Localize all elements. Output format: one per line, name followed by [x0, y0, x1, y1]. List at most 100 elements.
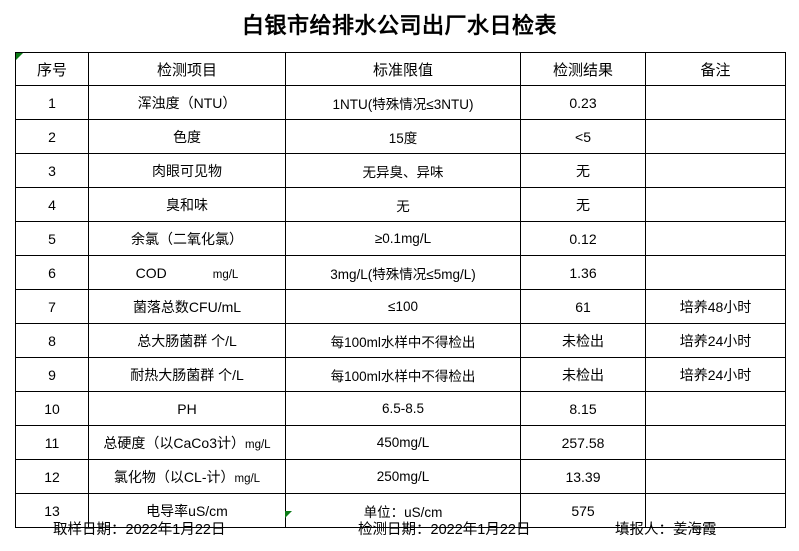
cell-item: 电导率uS/cm [88, 493, 286, 528]
cell-note [645, 187, 786, 222]
cell-limit: 每100ml水样中不得检出 [285, 323, 521, 358]
cell-limit: 250mg/L [285, 459, 521, 494]
cell-result: 257.58 [520, 425, 646, 460]
cell-note [645, 119, 786, 154]
cell-item: COD mg/L [88, 255, 286, 290]
cell-note [645, 153, 786, 188]
cell-item-name: 臭和味 [166, 196, 208, 213]
table-header-row: 序号 检测项目 标准限值 检测结果 备注 [15, 52, 786, 86]
column-header-index: 序号 [15, 52, 89, 86]
cell-result: 无 [520, 187, 646, 222]
cell-note: 培养48小时 [645, 289, 786, 324]
cell-item: 氯化物（以CL-计）mg/L [88, 459, 286, 494]
cell-result: 0.23 [520, 85, 646, 120]
cell-index: 10 [15, 391, 89, 426]
cell-limit: 15度 [285, 119, 521, 154]
cell-item: 色度 [88, 119, 286, 154]
cell-note: 培养24小时 [645, 323, 786, 358]
cell-item: 肉眼可见物 [88, 153, 286, 188]
cell-limit: 1NTU(特殊情况≤3NTU) [285, 85, 521, 120]
cell-limit: 无异臭、异味 [285, 153, 521, 188]
cell-item-name: PH [177, 400, 197, 417]
cell-item-unit: mg/L [212, 268, 239, 281]
cell-limit: 每100ml水样中不得检出 [285, 357, 521, 392]
cell-note [645, 255, 786, 290]
cell-result: 未检出 [520, 323, 646, 358]
cell-item: 耐热大肠菌群 个/L [88, 357, 286, 392]
cell-limit: 6.5-8.5 [285, 391, 521, 426]
cell-index: 8 [15, 323, 89, 358]
column-header-item: 检测项目 [88, 52, 286, 86]
cell-index: 6 [15, 255, 89, 290]
cell-item: 总硬度（以CaCo3计）mg/L [88, 425, 286, 460]
table-body: 1 浑浊度（NTU） 1NTU(特殊情况≤3NTU) 0.23 2 色度 15度 <5 3 肉眼可… [15, 85, 786, 528]
cell-note [645, 85, 786, 120]
cell-result: 1.36 [520, 255, 646, 290]
table-row: 6 COD mg/L 3mg/L(特殊情况≤5mg/L) 1.36 [15, 255, 786, 290]
cell-item-unit: mg/L [234, 472, 261, 485]
cell-item-name: 总硬度（以CaCo3计） [103, 434, 245, 451]
table-row: 13 电导率uS/cm 单位：uS/cm 575 [15, 493, 786, 528]
cell-limit: ≥0.1mg/L [285, 221, 521, 256]
table-row: 4 臭和味 无无 [15, 187, 786, 222]
cell-limit: ≤100 [285, 289, 521, 324]
cell-item: PH [88, 391, 286, 426]
cell-note [645, 425, 786, 460]
cell-item-name: 总大肠菌群 个/L [137, 332, 237, 349]
test-date-label: 检测日期：2022年1月22日 [358, 522, 531, 538]
table-row: 2 色度 15度 <5 [15, 119, 786, 154]
table-header: 序号 检测项目 标准限值 检测结果 备注 [15, 52, 786, 86]
cell-item: 浑浊度（NTU） [88, 85, 286, 120]
cell-index: 2 [15, 119, 89, 154]
column-header-note: 备注 [645, 52, 786, 86]
cell-item: 臭和味 [88, 187, 286, 222]
cell-item-name: 耐热大肠菌群 个/L [130, 366, 244, 383]
table-row: 12 氯化物（以CL-计）mg/L 250mg/L 13.39 [15, 459, 786, 494]
cell-index: 4 [15, 187, 89, 222]
cell-result: 575 [520, 493, 646, 528]
water-quality-table: 序号 检测项目 标准限值 检测结果 备注 1 浑浊度（NTU） 1NTU(特殊情况≤… [15, 52, 786, 528]
cell-index: 13 [15, 493, 89, 528]
cell-index: 3 [15, 153, 89, 188]
cell-result: 61 [520, 289, 646, 324]
cell-note [645, 391, 786, 426]
cell-item-name: COD [135, 264, 167, 281]
sample-date-label: 取样日期：2022年1月22日 [53, 522, 226, 538]
cell-item-name: 色度 [173, 128, 201, 145]
cell-item: 菌落总数CFU/mL [88, 289, 286, 324]
cell-limit: 450mg/L [285, 425, 521, 460]
cell-note [645, 459, 786, 494]
cell-result: 13.39 [520, 459, 646, 494]
cell-item-name: 氯化物（以CL-计） [113, 468, 235, 485]
table-row: 11 总硬度（以CaCo3计）mg/L 450mg/L 257.58 [15, 425, 786, 460]
cell-note [645, 493, 786, 528]
cell-index: 1 [15, 85, 89, 120]
column-header-result: 检测结果 [520, 52, 646, 86]
cell-index: 12 [15, 459, 89, 494]
table-row: 7 菌落总数CFU/mL ≤100 61 培养48小时 [15, 289, 786, 324]
cell-limit: 3mg/L(特殊情况≤5mg/L) [285, 255, 521, 290]
table-row: 1 浑浊度（NTU） 1NTU(特殊情况≤3NTU) 0.23 [15, 85, 786, 120]
cell-item: 余氯（二氧化氯） [88, 221, 286, 256]
cell-note: 培养24小时 [645, 357, 786, 392]
cell-result: 无 [520, 153, 646, 188]
cell-result: 未检出 [520, 357, 646, 392]
filled-by-label: 填报人：姜海霞 [615, 522, 717, 538]
cell-index: 7 [15, 289, 89, 324]
table-row: 5 余氯（二氧化氯） ≥0.1mg/L 0.12 [15, 221, 786, 256]
cell-result: <5 [520, 119, 646, 154]
cell-limit: 无 [285, 187, 521, 222]
cell-item-name: 余氯（二氧化氯） [131, 230, 243, 247]
table-row: 9 耐热大肠菌群 个/L 每100ml水样中不得检出 未检出 培养24小时 [15, 357, 786, 392]
table-row: 3 肉眼可见物 无异臭、异味无 [15, 153, 786, 188]
cell-note [645, 221, 786, 256]
cell-item-name: 浑浊度（NTU） [137, 94, 237, 111]
cell-item-name: 菌落总数CFU/mL [132, 298, 242, 315]
cell-index: 9 [15, 357, 89, 392]
table-row: 10 PH 6.5-8.5 8.15 [15, 391, 786, 426]
cell-item: 总大肠菌群 个/L [88, 323, 286, 358]
cell-item-name: 电导率uS/cm [146, 502, 228, 519]
cell-item-unit: mg/L [245, 438, 271, 451]
table-row: 8 总大肠菌群 个/L 每100ml水样中不得检出 未检出 培养24小时 [15, 323, 786, 358]
